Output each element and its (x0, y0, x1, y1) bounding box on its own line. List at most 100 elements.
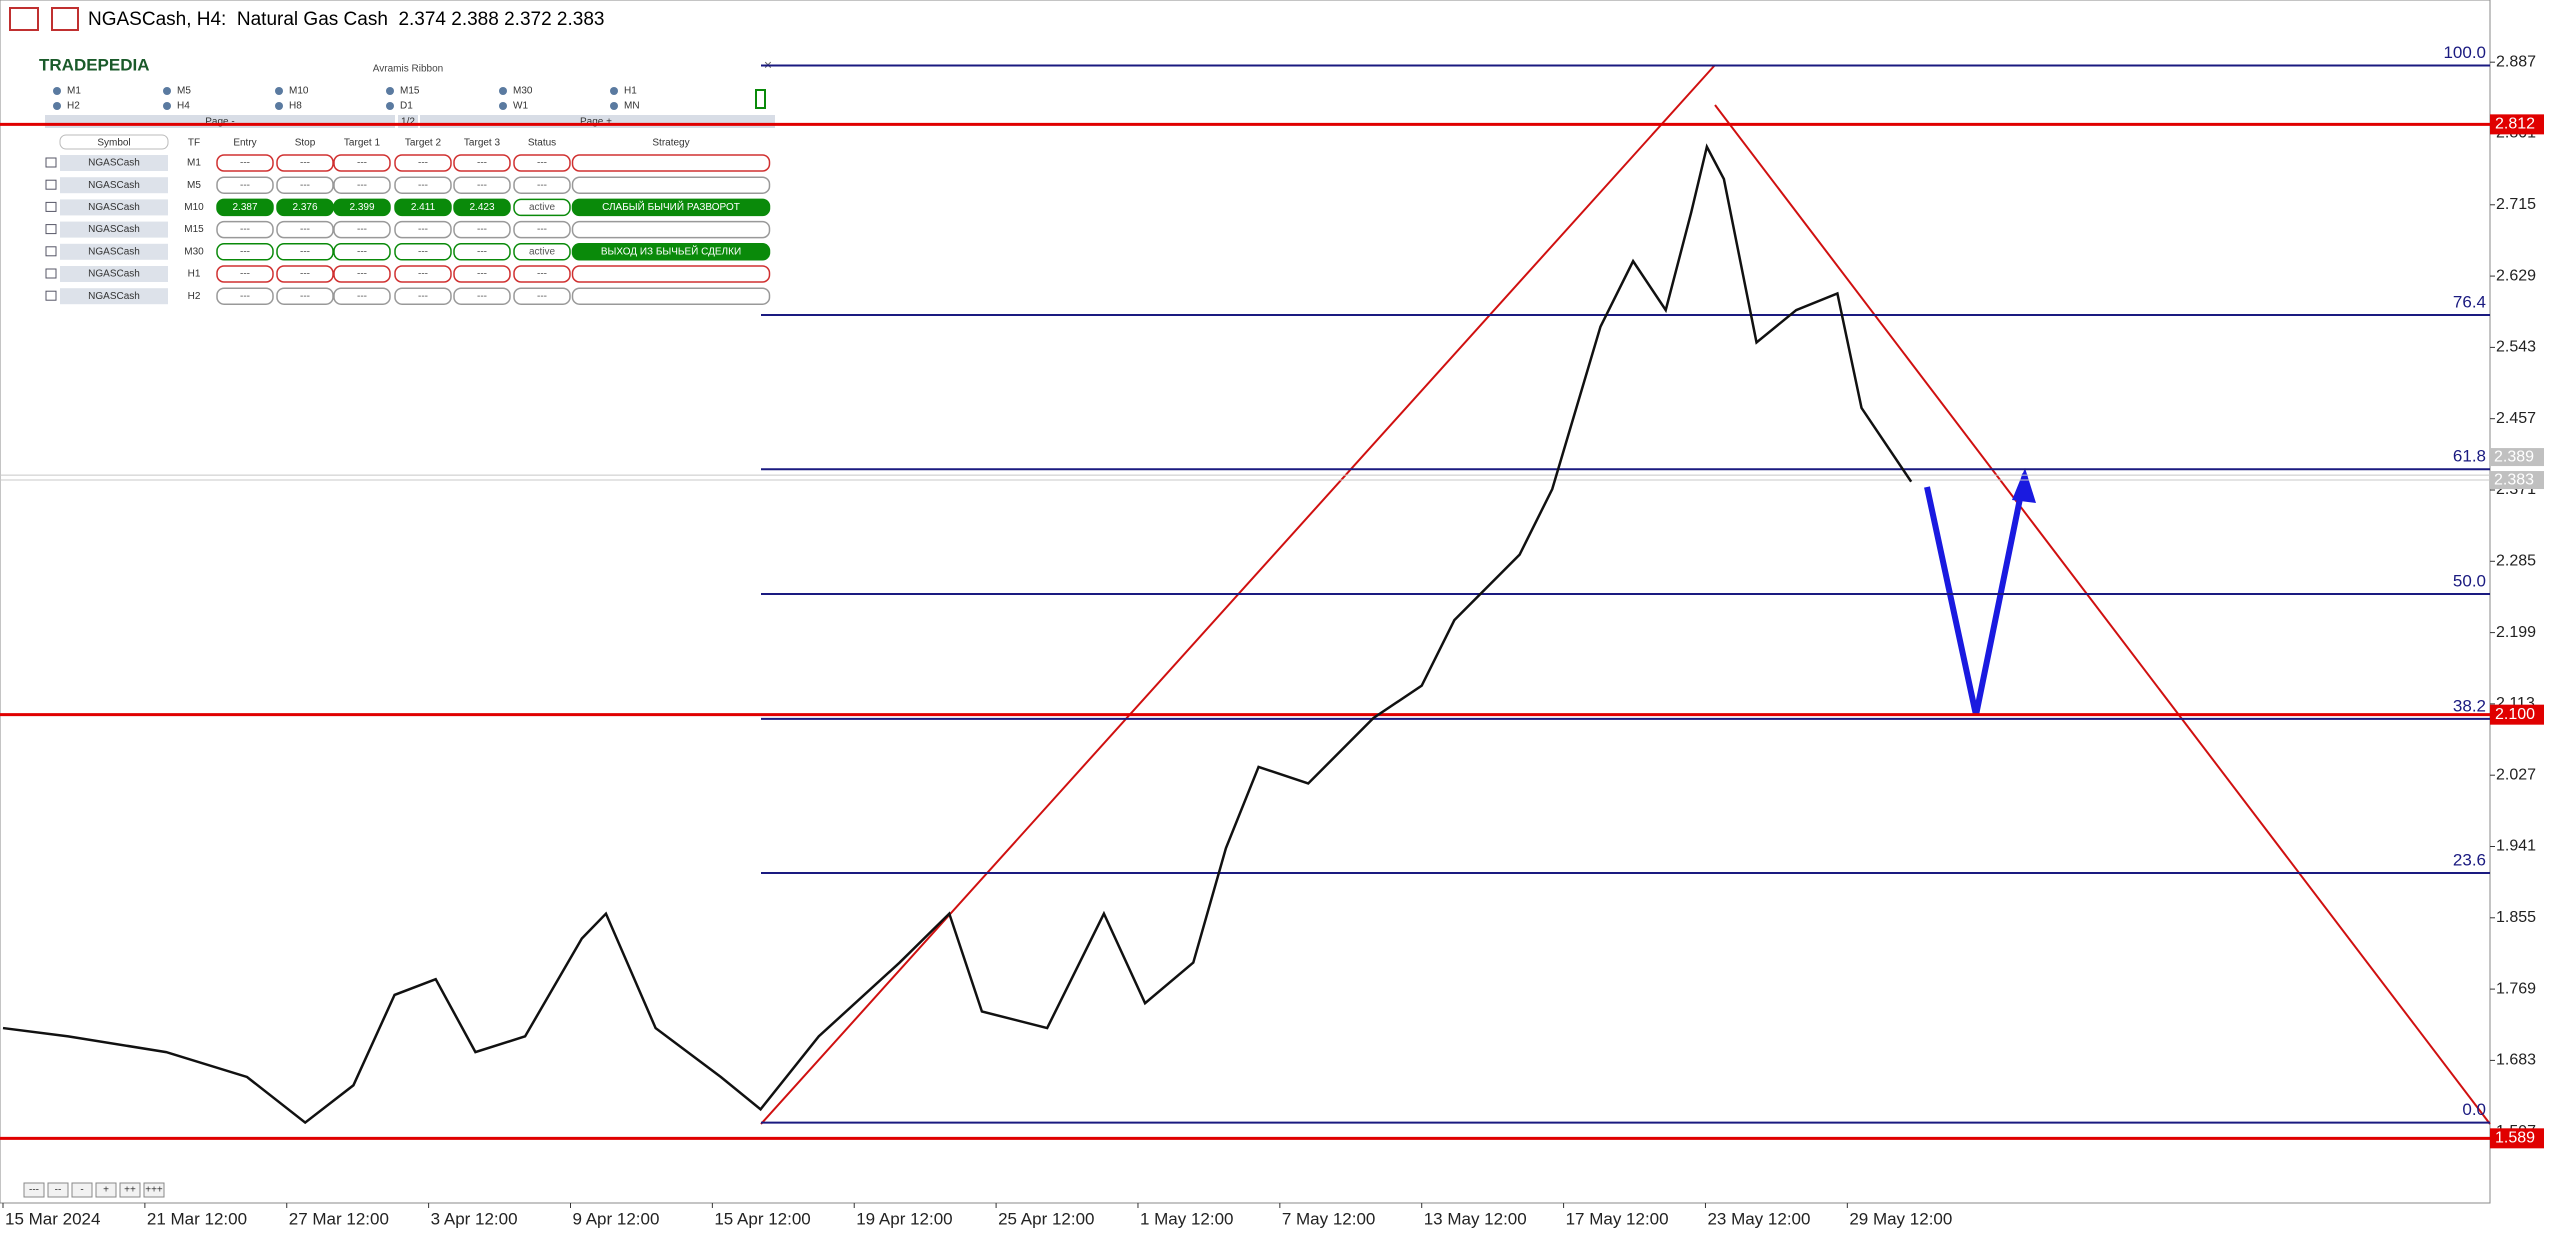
row-icon[interactable] (45, 224, 57, 235)
price-tag-label: 1.589 (2495, 1130, 2535, 1147)
zoom-button[interactable] (143, 1182, 165, 1198)
tf-radio[interactable] (499, 87, 507, 95)
x-tick-label: 21 Mar 12:00 (147, 1209, 247, 1228)
row-icon[interactable] (45, 179, 57, 190)
tf-radio[interactable] (610, 87, 618, 95)
symbol-cell (60, 243, 168, 260)
cell (571, 220, 771, 239)
cell-value: --- (477, 158, 487, 169)
tf-radio[interactable] (386, 87, 394, 95)
cell-value: --- (240, 246, 250, 257)
tf-radio[interactable] (53, 102, 61, 110)
cell (276, 243, 334, 261)
symbol: NGASCash (88, 224, 140, 235)
timeframe: M10 (184, 202, 204, 213)
tf-radio[interactable] (275, 102, 283, 110)
y-tick-label: 1.683 (2496, 1052, 2536, 1069)
cell (513, 154, 571, 172)
cell (513, 265, 571, 283)
tf-radio[interactable] (163, 102, 171, 110)
tf-radio[interactable] (163, 87, 171, 95)
tf-label[interactable]: H2 (67, 101, 80, 112)
tf-radio[interactable] (53, 87, 61, 95)
column-header: Target 2 (405, 138, 442, 149)
cell (513, 243, 571, 261)
cell-value: --- (240, 224, 250, 235)
cell (571, 154, 771, 172)
cell-value: --- (300, 269, 310, 280)
y-tick-label: 2.629 (2496, 267, 2536, 284)
tf-label[interactable]: M10 (289, 86, 309, 97)
cell-value: --- (537, 158, 547, 169)
tf-radio[interactable] (275, 87, 283, 95)
zoom-button[interactable] (23, 1182, 45, 1198)
row-icon[interactable] (45, 268, 57, 279)
row-icon[interactable] (45, 290, 57, 301)
row-icon[interactable] (45, 246, 57, 257)
x-tick-label: 15 Mar 2024 (5, 1209, 100, 1228)
nav-label[interactable]: Page + (580, 117, 612, 128)
zoom-label[interactable]: ++ (124, 1185, 136, 1196)
column-header: Entry (233, 138, 256, 149)
price-tag-label: 2.100 (2495, 706, 2535, 723)
row-icon[interactable] (45, 201, 57, 212)
column-header: Status (528, 138, 556, 149)
zoom-label[interactable]: - (80, 1185, 83, 1196)
cell (216, 220, 274, 239)
x-tick-label: 27 Mar 12:00 (289, 1209, 389, 1228)
tf-label[interactable]: M30 (513, 86, 533, 97)
tf-label[interactable]: M5 (177, 86, 191, 97)
x-tick-label: 1 May 12:00 (1140, 1209, 1234, 1228)
cell-value: --- (537, 269, 547, 280)
cell (453, 265, 511, 283)
tf-label[interactable]: MN (624, 101, 640, 112)
symbol: NGASCash (88, 246, 140, 257)
symbol: NGASCash (88, 158, 140, 169)
cell-value: ВЫХОД ИЗ БЫЧЬЕЙ СДЕЛКИ (601, 244, 741, 257)
tf-radio[interactable] (386, 102, 394, 110)
cell-value: --- (418, 180, 428, 191)
zoom-label[interactable]: +++ (145, 1185, 163, 1196)
column-header: Symbol (97, 138, 130, 149)
row-icon[interactable] (45, 157, 57, 168)
zoom-button[interactable] (119, 1182, 141, 1198)
cell (333, 176, 391, 194)
x-tick-label: 15 Apr 12:00 (714, 1209, 810, 1228)
cell-value: --- (300, 158, 310, 169)
tf-label[interactable]: D1 (400, 101, 413, 112)
zoom-button[interactable] (95, 1182, 117, 1198)
zoom-button[interactable] (47, 1182, 69, 1198)
zoom-label[interactable]: + (103, 1185, 109, 1196)
cell (333, 198, 391, 217)
zoom-label[interactable]: -- (55, 1185, 62, 1196)
tf-label[interactable]: H1 (624, 86, 637, 97)
price-tag (2490, 1128, 2544, 1149)
x-tick-label: 3 Apr 12:00 (431, 1209, 518, 1228)
cell (276, 176, 334, 194)
symbol: NGASCash (88, 291, 140, 302)
cell (276, 287, 334, 305)
tf-label[interactable]: H4 (177, 101, 190, 112)
tf-label[interactable]: W1 (513, 101, 528, 112)
zoom-button[interactable] (71, 1182, 93, 1198)
zoom-label[interactable]: --- (29, 1185, 39, 1196)
tf-label[interactable]: M1 (67, 86, 81, 97)
cell (513, 176, 571, 194)
price-tag-label: 2.812 (2495, 116, 2535, 133)
chart-title: NGASCash, H4: Natural Gas Cash 2.374 2.3… (88, 9, 604, 30)
tf-label[interactable]: M15 (400, 86, 420, 97)
tf-radio[interactable] (499, 102, 507, 110)
nav-label[interactable]: Page - (205, 117, 234, 128)
cell-value: --- (477, 246, 487, 257)
tf-radio[interactable] (610, 102, 618, 110)
x-tick-label: 7 May 12:00 (1282, 1209, 1376, 1228)
x-tick-label: 9 Apr 12:00 (572, 1209, 659, 1228)
cell (333, 220, 391, 239)
cell (513, 287, 571, 305)
tf-label[interactable]: H8 (289, 101, 302, 112)
cell (453, 220, 511, 239)
y-tick-label: 1.855 (2496, 909, 2536, 926)
cell (276, 198, 334, 217)
cell-value: --- (477, 180, 487, 191)
cell (394, 154, 452, 172)
